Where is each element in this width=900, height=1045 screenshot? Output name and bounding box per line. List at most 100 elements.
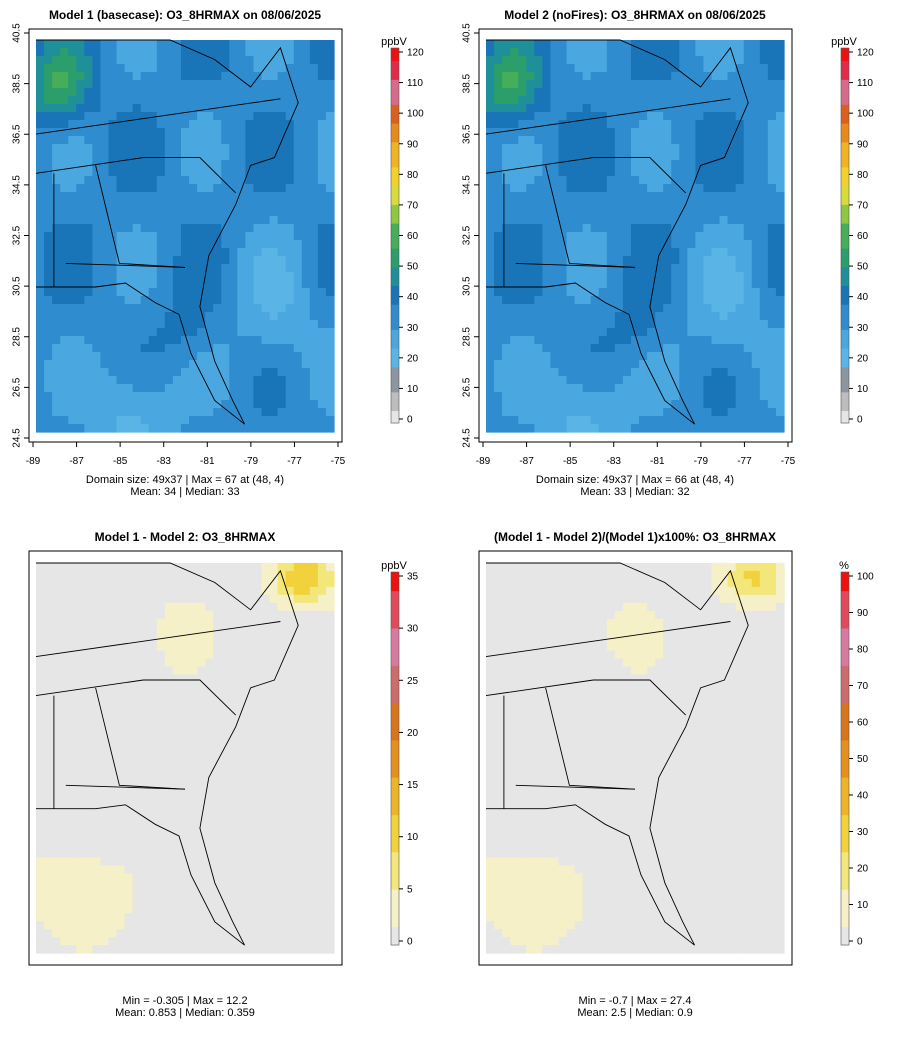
heatmap-cell bbox=[205, 128, 214, 137]
heatmap-cell bbox=[566, 384, 576, 393]
heatmap-cell bbox=[116, 658, 126, 668]
heatmap-cell bbox=[309, 722, 319, 731]
heatmap-cell bbox=[542, 80, 552, 89]
heatmap-cell bbox=[309, 312, 319, 321]
heatmap-cell bbox=[253, 690, 263, 699]
heatmap-cell bbox=[671, 272, 680, 281]
heatmap-cell bbox=[534, 352, 543, 361]
heatmap-cell bbox=[703, 120, 713, 129]
x-axis: -89 -87 -85 -83 -81 -79 -77 -75 bbox=[476, 442, 796, 467]
heatmap-cell bbox=[494, 216, 503, 225]
heatmap-cell bbox=[116, 570, 126, 580]
heatmap-cell bbox=[221, 344, 230, 353]
heatmap-cell bbox=[622, 384, 632, 393]
heatmap-cell bbox=[285, 563, 295, 572]
heatmap-cell bbox=[727, 120, 737, 129]
heatmap-cell bbox=[124, 160, 134, 169]
heatmap-cell bbox=[245, 192, 255, 201]
heatmap-cell bbox=[108, 272, 118, 281]
heatmap-cell bbox=[44, 200, 53, 209]
heatmap-cell bbox=[60, 666, 69, 676]
heatmap-cell bbox=[253, 120, 263, 129]
heatmap-cell bbox=[68, 48, 77, 57]
heatmap-cell bbox=[253, 320, 263, 329]
heatmap-cell bbox=[92, 176, 102, 185]
heatmap-cell bbox=[253, 264, 263, 273]
heatmap-cell bbox=[189, 216, 198, 225]
heatmap-cell bbox=[285, 296, 295, 305]
heatmap-cell bbox=[285, 328, 295, 337]
heatmap-cell bbox=[494, 88, 503, 97]
heatmap-cell bbox=[687, 144, 696, 153]
heatmap-cell bbox=[751, 416, 761, 425]
heatmap-cell bbox=[261, 136, 271, 145]
heatmap-cell bbox=[253, 224, 263, 233]
heatmap-cell bbox=[494, 184, 503, 193]
heatmap-cell bbox=[124, 224, 134, 233]
heatmap-cell bbox=[221, 424, 230, 433]
heatmap-cell bbox=[301, 280, 311, 289]
heatmap-cell bbox=[213, 128, 222, 137]
heatmap-cell bbox=[164, 761, 174, 771]
heatmap-cell bbox=[189, 136, 198, 145]
x-tick-label: -75 bbox=[331, 456, 346, 467]
heatmap-cell bbox=[671, 128, 680, 137]
heatmap-cell bbox=[301, 754, 311, 763]
heatmap-cell bbox=[526, 424, 535, 433]
heatmap-cell bbox=[301, 80, 311, 89]
heatmap-cell bbox=[124, 72, 134, 81]
heatmap-cell bbox=[156, 642, 166, 652]
heatmap-cell bbox=[68, 578, 77, 588]
heatmap-cell bbox=[582, 224, 592, 233]
heatmap-cell bbox=[132, 328, 142, 337]
heatmap-cell bbox=[277, 777, 287, 787]
heatmap-cell bbox=[309, 248, 319, 257]
heatmap-cell bbox=[614, 200, 624, 209]
heatmap-cell bbox=[598, 104, 608, 113]
heatmap-cell bbox=[301, 128, 311, 137]
heatmap-cell bbox=[116, 618, 126, 628]
heatmap-cell bbox=[309, 408, 319, 417]
heatmap-cell bbox=[727, 144, 737, 153]
heatmap-cell bbox=[140, 64, 150, 73]
heatmap-cell bbox=[277, 320, 287, 329]
heatmap-cell bbox=[655, 104, 664, 113]
heatmap-cell bbox=[180, 72, 190, 81]
heatmap-cell bbox=[639, 56, 648, 65]
heatmap-cell bbox=[44, 312, 53, 321]
heatmap-cell bbox=[156, 408, 166, 417]
heatmap-cell bbox=[566, 192, 576, 201]
heatmap-cell bbox=[92, 714, 102, 723]
heatmap-cell bbox=[245, 72, 255, 81]
heatmap-cell bbox=[293, 570, 303, 580]
heatmap-cell bbox=[285, 40, 295, 49]
heatmap-cell bbox=[164, 578, 174, 588]
heatmap-cell bbox=[124, 769, 134, 779]
heatmap-cell bbox=[261, 416, 271, 425]
heatmap-cell bbox=[213, 769, 222, 779]
heatmap-cell bbox=[189, 200, 198, 209]
heatmap-cell bbox=[180, 80, 190, 89]
heatmap-cell bbox=[124, 666, 134, 676]
heatmap-cell bbox=[156, 626, 166, 636]
heatmap-cell bbox=[494, 80, 503, 89]
heatmap-cell bbox=[213, 56, 222, 65]
heatmap-cell bbox=[132, 360, 142, 369]
heatmap-cell bbox=[663, 120, 672, 129]
heatmap-cell bbox=[100, 563, 110, 572]
heatmap-cell bbox=[735, 160, 745, 169]
heatmap-cell bbox=[205, 722, 214, 731]
heatmap-cell bbox=[743, 416, 753, 425]
heatmap-cell bbox=[221, 738, 230, 747]
heatmap-cell bbox=[494, 40, 503, 49]
heatmap-cell bbox=[132, 384, 142, 393]
heatmap-cell bbox=[325, 626, 335, 636]
heatmap-cell bbox=[44, 730, 53, 739]
heatmap-cell bbox=[124, 658, 134, 668]
heatmap-cell bbox=[494, 336, 503, 345]
heatmap-cell bbox=[84, 336, 93, 345]
heatmap-cell bbox=[164, 730, 174, 739]
heatmap-cell bbox=[60, 408, 69, 417]
heatmap-cell bbox=[606, 280, 616, 289]
heatmap-cell bbox=[237, 192, 246, 201]
